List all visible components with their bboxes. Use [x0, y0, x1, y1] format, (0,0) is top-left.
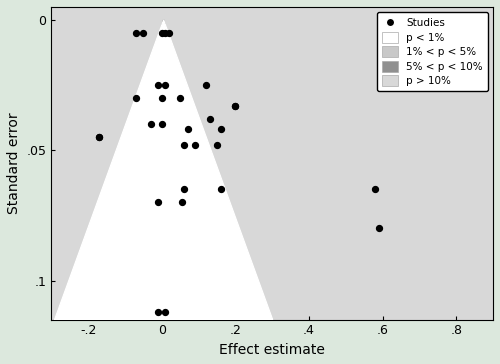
Point	[162, 309, 170, 315]
Point	[154, 309, 162, 315]
Point	[132, 30, 140, 36]
Point	[180, 142, 188, 148]
Point	[95, 134, 103, 140]
Point	[140, 30, 147, 36]
Point	[184, 127, 192, 132]
Point	[176, 95, 184, 101]
Polygon shape	[164, 20, 272, 320]
Point	[158, 30, 166, 36]
Point	[154, 82, 162, 88]
Point	[375, 226, 383, 232]
Point	[154, 199, 162, 205]
Point	[178, 199, 186, 205]
Point	[158, 95, 166, 101]
Point	[95, 134, 103, 140]
Point	[232, 103, 239, 109]
Point	[232, 103, 239, 109]
Point	[206, 116, 214, 122]
Polygon shape	[164, 20, 246, 320]
Y-axis label: Standard error: Standard error	[7, 112, 21, 214]
Point	[216, 127, 224, 132]
Point	[132, 95, 140, 101]
X-axis label: Effect estimate: Effect estimate	[220, 343, 325, 357]
Polygon shape	[80, 20, 164, 320]
Point	[158, 121, 166, 127]
Point	[202, 82, 210, 88]
Point	[470, 30, 478, 36]
Polygon shape	[54, 20, 164, 320]
Point	[162, 30, 170, 36]
Point	[146, 121, 154, 127]
Legend: Studies, p < 1%, 1% < p < 5%, 5% < p < 10%, p > 10%: Studies, p < 1%, 1% < p < 5%, 5% < p < 1…	[377, 12, 488, 91]
Point	[180, 186, 188, 192]
Point	[162, 82, 170, 88]
Point	[213, 142, 221, 148]
Point	[191, 142, 199, 148]
Polygon shape	[54, 20, 272, 320]
Point	[372, 186, 380, 192]
Point	[216, 186, 224, 192]
Point	[165, 30, 173, 36]
